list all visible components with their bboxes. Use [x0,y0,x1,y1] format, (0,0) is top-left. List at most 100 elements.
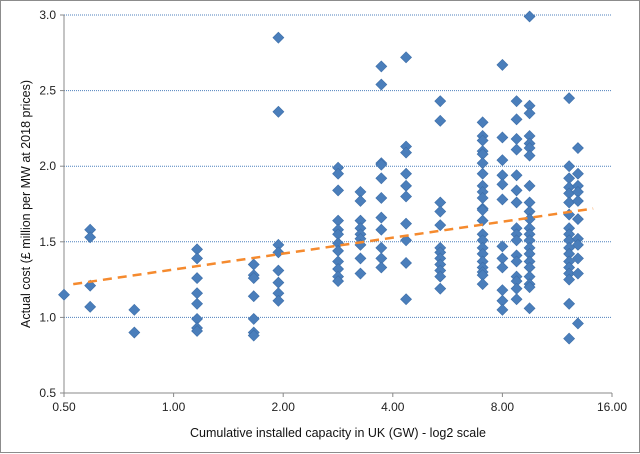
data-point [572,195,584,207]
data-point [400,51,412,64]
data-point [496,178,509,191]
data-point [332,184,345,197]
data-point [523,281,536,294]
data-point [400,217,412,230]
data-point [496,303,509,316]
data-point [496,284,509,297]
data-point [496,154,509,167]
x-axis-label: Cumulative installed capacity in UK (GW)… [190,426,486,440]
data-point [272,276,285,289]
data-point [247,329,260,342]
data-point [476,278,489,291]
data-point [510,143,523,156]
y-tick-label: 3.0 [39,8,56,22]
data-point [523,302,536,315]
data-point [84,279,97,292]
data-point [434,205,447,218]
data-point [496,261,509,274]
data-point [523,179,536,192]
data-point [375,78,388,91]
data-point [272,294,285,307]
data-point [247,290,260,303]
data-point [354,252,367,265]
y-tick-label: 2.5 [39,84,56,98]
data-point [510,282,523,295]
data-point [563,160,576,173]
data-point [332,167,345,180]
data-point [375,261,388,274]
data-point [496,131,509,144]
data-point [400,190,412,203]
data-point [572,267,584,280]
data-point [247,272,260,285]
data-point [572,142,584,154]
data-point [510,133,523,145]
data-point [400,293,412,306]
data-point [476,157,489,170]
x-tick-label: 4.00 [381,400,405,414]
data-point [400,146,412,159]
data-point [191,325,203,337]
data-point [272,264,285,277]
x-tick-label: 0.50 [52,400,76,414]
data-point [476,116,489,129]
data-point [563,332,576,345]
y-tick-label: 0.5 [39,386,56,400]
data-point [191,297,203,310]
data-point [563,196,576,209]
data-point [375,223,388,236]
x-tick-label: 1.00 [162,400,186,414]
data-point [523,107,536,120]
data-point [272,105,285,118]
data-point [400,234,412,247]
data-points [58,10,584,345]
x-tick-labels: 0.50 1.00 2.00 4.00 8.00 16.00 [52,400,627,414]
data-point [128,303,141,316]
data-point [510,169,523,182]
axes [60,14,613,397]
data-point [375,192,388,204]
y-tick-label: 2.0 [39,159,56,173]
data-point [354,267,367,280]
data-point [572,238,584,251]
data-point [496,193,509,206]
data-point [572,252,584,265]
data-point [128,326,141,339]
data-point [476,167,489,180]
data-point [354,238,367,251]
data-point [191,287,203,300]
data-point [523,10,536,23]
data-point [84,300,97,313]
trendline-path [73,207,594,286]
data-point [563,92,576,105]
data-point [510,293,523,306]
trendline [73,207,594,286]
data-point [510,95,523,108]
data-point [510,234,523,247]
x-tick-label: 2.00 [272,400,296,414]
data-point [510,196,523,209]
data-point [375,241,388,254]
x-tick-label: 16.00 [597,400,627,414]
data-point [247,312,260,325]
data-point [496,58,509,71]
data-point [510,255,523,268]
data-point [563,297,576,310]
data-point [572,167,584,180]
x-tick-label: 8.00 [491,400,515,414]
data-point [332,275,345,288]
data-point [434,219,447,232]
data-point [510,184,523,197]
data-point [375,158,388,171]
data-point [375,60,388,73]
data-point [272,246,285,259]
data-point [400,257,412,269]
data-point [84,231,97,244]
y-tick-label: 1.0 [39,310,56,324]
data-point [375,172,388,185]
data-point [563,273,576,286]
data-point [496,240,509,253]
data-point [354,195,367,207]
